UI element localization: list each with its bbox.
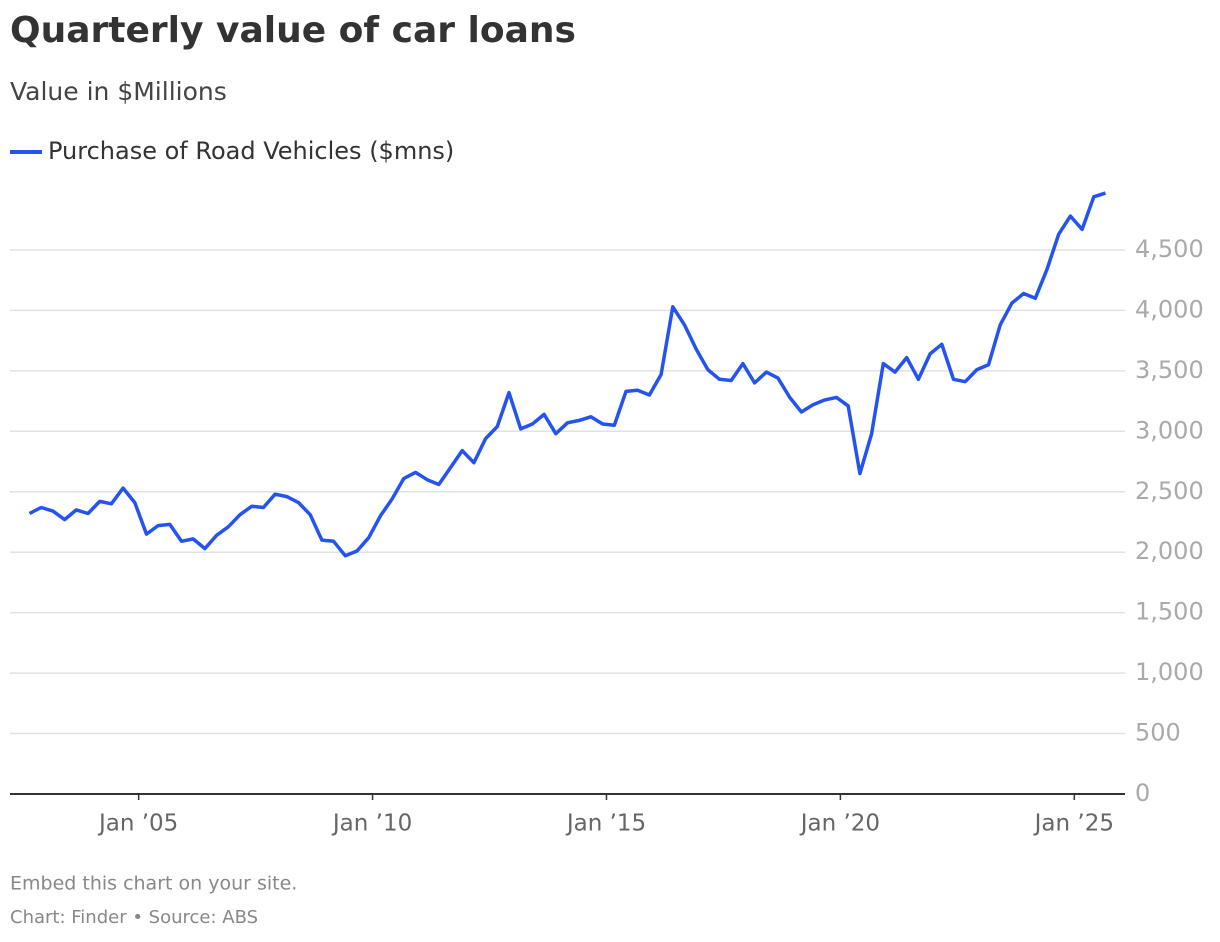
x-tick-label: Jan ’20 bbox=[799, 811, 880, 837]
embed-link[interactable]: Embed this chart on your site. bbox=[10, 873, 297, 895]
x-tick-label: Jan ’15 bbox=[565, 811, 646, 837]
x-tick-label: Jan ’05 bbox=[97, 811, 178, 837]
y-tick-label: 500 bbox=[1135, 719, 1181, 747]
line bbox=[28, 191, 1107, 558]
y-tick-label: 2,000 bbox=[1135, 537, 1204, 565]
credit: Chart: Finder • Source: ABS bbox=[10, 907, 258, 928]
y-tick-label: 4,000 bbox=[1135, 295, 1204, 323]
chart-subtitle: Value in $Millions bbox=[10, 77, 227, 106]
x-tick-label: Jan ’25 bbox=[1033, 811, 1114, 837]
y-tick-label: 0 bbox=[1135, 779, 1150, 807]
y-tick-label: 4,500 bbox=[1135, 235, 1204, 263]
y-tick-label: 3,500 bbox=[1135, 356, 1204, 384]
y-tick-label: 1,000 bbox=[1135, 658, 1204, 686]
y-tick-label: 1,500 bbox=[1135, 598, 1204, 626]
x-tick-label: Jan ’10 bbox=[331, 811, 412, 837]
legend-label: Purchase of Road Vehicles ($mns) bbox=[48, 137, 454, 165]
y-tick-label: 3,000 bbox=[1135, 416, 1204, 444]
chart-title: Quarterly value of car loans bbox=[10, 10, 576, 51]
y-tick-label: 2,500 bbox=[1135, 477, 1204, 505]
